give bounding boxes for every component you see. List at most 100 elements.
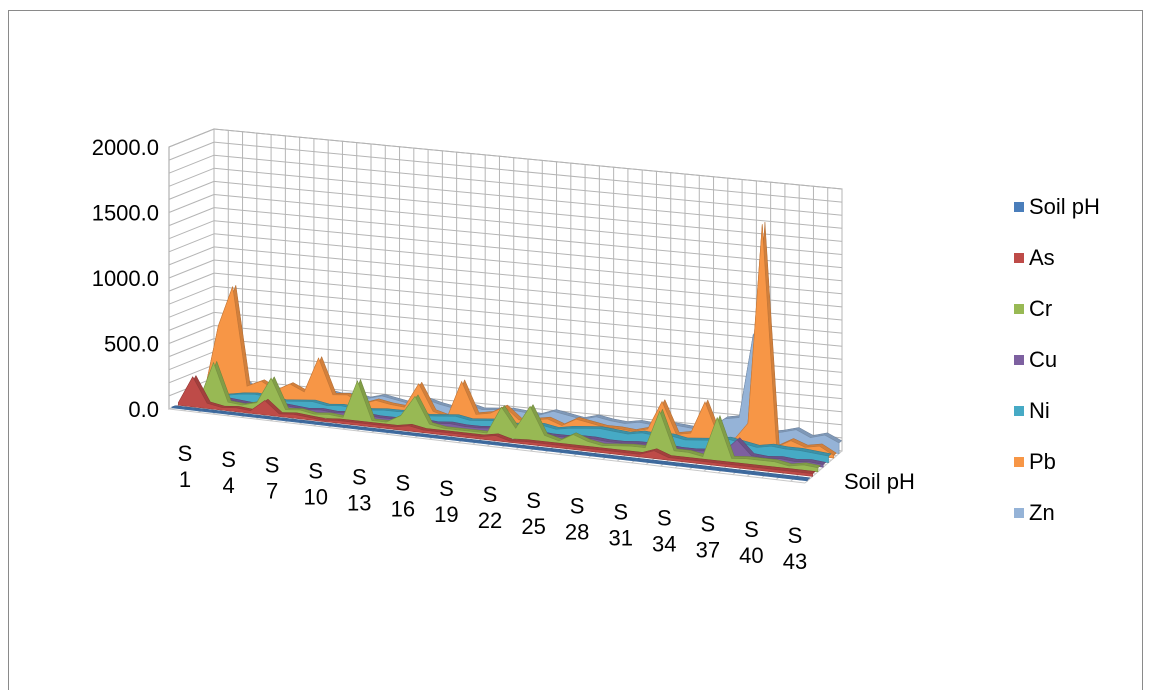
x-tick-label-prefix: S: [613, 500, 628, 525]
legend-label: Soil pH: [1029, 194, 1100, 219]
x-tick-label-number: 19: [434, 502, 458, 527]
x-tick-label-number: 1: [179, 467, 191, 492]
x-tick-label-number: 37: [696, 537, 720, 562]
legend-label: Pb: [1029, 449, 1056, 474]
x-tick-label: S43: [783, 523, 807, 574]
x-tick-label-prefix: S: [657, 505, 672, 530]
grid-line-side: [168, 311, 215, 331]
series-front-face: [171, 406, 808, 482]
grid-line-side: [168, 233, 215, 253]
x-tick-label-prefix: S: [483, 482, 498, 507]
x-tick-label-prefix: S: [570, 494, 585, 519]
legend-label: Cu: [1029, 347, 1057, 372]
y-tick-label: 2000.0: [92, 135, 159, 160]
grid-line-side: [168, 364, 215, 384]
y-tick-label: 500.0: [104, 332, 159, 357]
y-axis-tick-labels: 0.0 500.0 1000.0 1500.0 2000.0: [92, 135, 159, 422]
x-tick-label: S19: [434, 476, 458, 527]
x-tick-label-number: 10: [303, 485, 327, 510]
chart-frame: 0.0 500.0 1000.0 1500.0 2000.0 S 1 S 4 S 7 S 10 S 13 S…: [8, 10, 1143, 690]
x-tick-label: S13: [347, 464, 371, 515]
grid-line-side: [168, 351, 215, 371]
x-tick-label: S22: [478, 482, 502, 533]
series-as: [177, 374, 816, 477]
x-tick-label: S40: [739, 517, 763, 568]
y-tick-label: 0.0: [128, 397, 159, 422]
grid-line-side: [168, 207, 215, 227]
legend-swatch: [1014, 406, 1024, 416]
grid-line-side: [168, 325, 215, 344]
grid-line-floor-depth: [168, 408, 806, 484]
legend-entry: As: [1014, 245, 1055, 270]
x-tick-label-prefix: S: [352, 464, 367, 489]
legend: Soil pH As Cr Cu Ni Pb Zn: [1014, 194, 1100, 525]
legend-label: Cr: [1029, 296, 1052, 321]
x-tick-label-number: 34: [652, 531, 676, 556]
x-tick-label: S16: [391, 470, 415, 521]
x-tick-label-number: 25: [521, 514, 545, 539]
x-tick-label-number: 7: [266, 479, 278, 504]
legend-entry: Ni: [1014, 398, 1050, 423]
legend-swatch: [1014, 508, 1024, 518]
legend-label: Zn: [1029, 500, 1055, 525]
legend-swatch: [1014, 253, 1024, 263]
x-tick-label-prefix: S: [221, 447, 236, 472]
x-tick-label: S34: [652, 505, 676, 556]
x-tick-label: S10: [303, 459, 327, 510]
grid-line-side: [168, 220, 215, 240]
x-tick-label-number: 43: [783, 549, 807, 574]
x-axis-tick-labels: S1S4S7S10S13S16S19S22S25S28S31S34S37S40S…: [178, 441, 808, 574]
grid-line-side: [168, 128, 215, 148]
x-tick-label-prefix: S: [178, 441, 193, 466]
x-tick-label-number: 13: [347, 490, 371, 515]
legend-entry: Cu: [1014, 347, 1057, 372]
x-tick-label-number: 4: [222, 473, 234, 498]
legend-swatch: [1014, 355, 1024, 365]
grid-line-side: [168, 194, 215, 213]
x-tick-label-prefix: S: [439, 476, 454, 501]
y-tick-label: 1500.0: [92, 201, 159, 226]
series-front-face: [178, 376, 813, 477]
legend-swatch: [1014, 304, 1024, 314]
grid-line-side: [168, 246, 215, 266]
legend-entry: Pb: [1014, 449, 1056, 474]
x-tick-label: S25: [521, 488, 545, 539]
grid-line-side: [168, 285, 215, 305]
x-tick-label: S7: [265, 453, 280, 504]
grid-line-side: [168, 180, 215, 200]
x-tick-label-number: 31: [608, 526, 632, 551]
x-tick-label-prefix: S: [396, 470, 411, 495]
x-tick-label: S4: [221, 447, 236, 498]
x-tick-label: S37: [696, 511, 720, 562]
x-tick-label-prefix: S: [265, 453, 280, 478]
legend-swatch: [1014, 457, 1024, 467]
grid-line-side: [168, 154, 215, 174]
series-soil-ph: [171, 405, 811, 482]
legend-label: Ni: [1029, 398, 1050, 423]
x-tick-label: S28: [565, 494, 589, 545]
x-tick-label-prefix: S: [308, 459, 323, 484]
grid-line-side: [168, 259, 215, 279]
grid-line-side: [168, 338, 215, 358]
x-tick-label-prefix: S: [744, 517, 759, 542]
grid-line-side: [168, 141, 215, 161]
x-tick-label-prefix: S: [701, 511, 716, 536]
legend-entry: Cr: [1014, 296, 1052, 321]
legend-label: As: [1029, 245, 1055, 270]
x-tick-label: S1: [178, 441, 193, 492]
x-tick-label-number: 22: [478, 508, 502, 533]
legend-entry: Soil pH: [1014, 194, 1100, 219]
series-front-face: [184, 361, 819, 473]
x-tick-label: S31: [608, 500, 632, 551]
series-layer: [171, 222, 843, 482]
legend-entry: Zn: [1014, 500, 1055, 525]
x-tick-label-prefix: S: [526, 488, 541, 513]
grid-line-side: [168, 298, 215, 318]
x-tick-label-number: 28: [565, 520, 589, 545]
legend-swatch: [1014, 202, 1024, 212]
x-tick-label-prefix: S: [788, 523, 803, 548]
y-tick-label: 1000.0: [92, 266, 159, 291]
depth-axis-label: Soil pH: [844, 469, 915, 494]
series-cr: [184, 360, 822, 473]
